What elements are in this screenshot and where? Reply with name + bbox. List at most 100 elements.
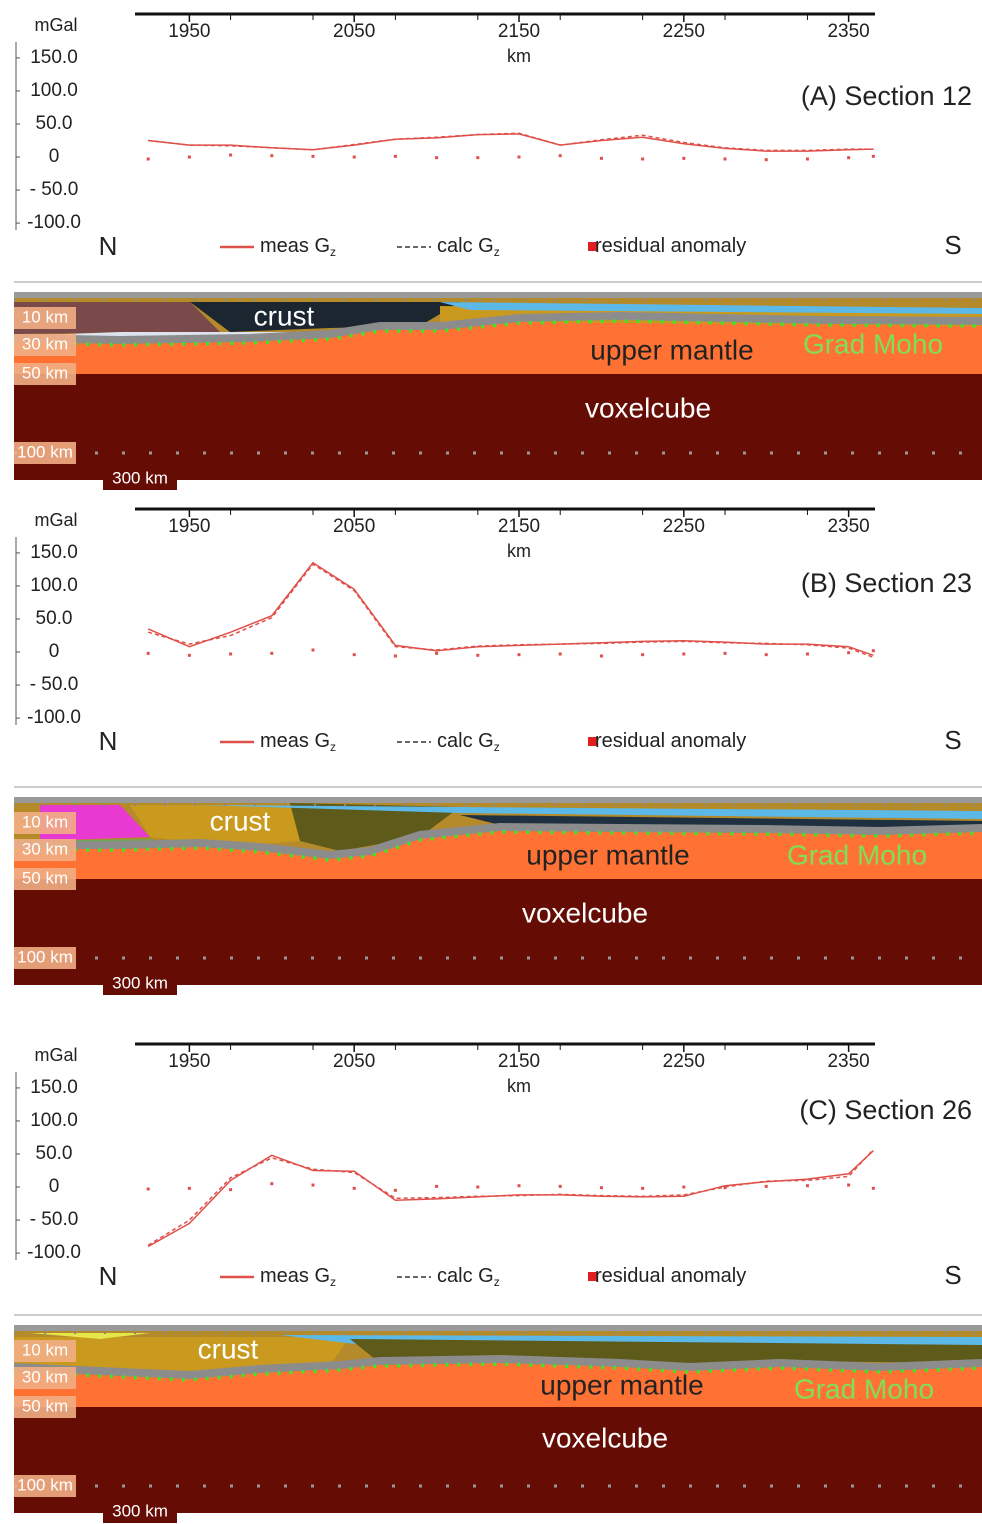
residual-point (147, 652, 150, 655)
residual-point (353, 156, 356, 159)
x-tick-label: 2050 (333, 516, 375, 537)
residual-point (600, 157, 603, 160)
section-label: upper mantle (526, 839, 689, 870)
depth-label: 10 km (22, 1340, 68, 1359)
legend-label: residual anomaly (595, 235, 746, 257)
section-label: Grad Moho (803, 328, 943, 359)
depth-label: 10 km (22, 812, 68, 831)
residual-point (270, 1182, 273, 1185)
section-label: Grad Moho (794, 1373, 934, 1404)
legend-label: calc Gz (437, 235, 500, 259)
meas-line (148, 134, 873, 151)
voxelcube (14, 374, 982, 480)
legend-label: residual anomaly (595, 730, 746, 752)
y-axis-label: mGal (34, 15, 77, 35)
depth-label: 30 km (22, 839, 68, 858)
south-label: S (944, 725, 961, 755)
x-axis-label: km (507, 46, 531, 66)
figure: 19502050215022502350kmmGal150.0100.050.0… (0, 0, 982, 1524)
y-tick-label: 0 (49, 641, 60, 662)
residual-point (476, 156, 479, 159)
chart-title: (C) Section 26 (799, 1095, 972, 1125)
depth-label: 50 km (22, 363, 68, 382)
residual-point (765, 653, 768, 656)
residual-point (435, 1185, 438, 1188)
residual-point (724, 158, 727, 161)
residual-point (229, 154, 232, 157)
residual-point (682, 653, 685, 656)
residual-point (872, 155, 875, 158)
residual-point (682, 157, 685, 160)
legend-name: residual anomaly (595, 730, 746, 752)
residual-point (872, 649, 875, 652)
x-tick-label: 2250 (663, 1051, 705, 1072)
legend-name: meas G (260, 1265, 330, 1287)
legend-label: meas Gz (260, 235, 336, 259)
x-tick-label: 2050 (333, 21, 375, 42)
residual-point (518, 1184, 521, 1187)
depth-label: 300 km (112, 973, 168, 992)
residual-point (600, 1186, 603, 1189)
residual-point (147, 1188, 150, 1191)
residual-point (270, 652, 273, 655)
section-label: crust (254, 300, 315, 331)
depth-label: 100 km (17, 442, 73, 461)
residual-point (476, 1186, 479, 1189)
residual-point (806, 1184, 809, 1187)
y-axis-label: mGal (34, 510, 77, 530)
north-label: N (99, 726, 118, 756)
legend-subscript: z (330, 245, 336, 259)
depth-label: 300 km (112, 468, 168, 487)
north-label: N (99, 231, 118, 261)
legend-subscript: z (330, 1275, 336, 1289)
legend-name: calc G (437, 1265, 494, 1287)
y-tick-label: - 50.0 (30, 674, 79, 695)
y-tick-label: -100.0 (27, 707, 81, 728)
legend-label: meas Gz (260, 1265, 336, 1289)
legend-label: meas Gz (260, 730, 336, 754)
y-axis-label: mGal (34, 1045, 77, 1065)
x-tick-label: 2150 (498, 21, 540, 42)
x-tick-label: 2150 (498, 516, 540, 537)
residual-point (476, 654, 479, 657)
x-tick-label: 2050 (333, 1051, 375, 1072)
residual-point (847, 651, 850, 654)
residual-point (847, 156, 850, 159)
legend-name: calc G (437, 235, 494, 257)
depth-label: 10 km (22, 307, 68, 326)
residual-point (188, 156, 191, 159)
meas-line (148, 563, 873, 656)
x-axis-label: km (507, 541, 531, 561)
legend-subscript: z (494, 1275, 500, 1289)
residual-point (394, 1189, 397, 1192)
x-axis-label: km (507, 1076, 531, 1096)
y-tick-label: 50.0 (36, 113, 73, 134)
residual-point (229, 1188, 232, 1191)
chart-title: (B) Section 23 (801, 568, 972, 598)
y-tick-label: 150.0 (30, 1077, 78, 1098)
residual-point (518, 156, 521, 159)
residual-point (518, 653, 521, 656)
y-tick-label: 50.0 (36, 1143, 73, 1164)
calc-line (148, 133, 873, 150)
residual-point (724, 1186, 727, 1189)
chart-title: (A) Section 12 (801, 81, 972, 111)
depth-label: 30 km (22, 1367, 68, 1386)
legend-name: calc G (437, 730, 494, 752)
x-tick-label: 2250 (663, 21, 705, 42)
x-tick-label: 2250 (663, 516, 705, 537)
residual-point (229, 653, 232, 656)
legend-label: calc Gz (437, 730, 500, 754)
residual-point (806, 653, 809, 656)
y-tick-label: 50.0 (36, 608, 73, 629)
x-tick-label: 1950 (168, 516, 210, 537)
y-tick-label: - 50.0 (30, 1209, 79, 1230)
depth-label: 100 km (17, 1475, 73, 1494)
voxelcube (14, 1407, 982, 1513)
residual-point (394, 155, 397, 158)
residual-point (394, 654, 397, 657)
section-label: voxelcube (542, 1422, 668, 1453)
depth-label: 50 km (22, 868, 68, 887)
y-tick-label: 150.0 (30, 542, 78, 563)
y-tick-label: 0 (49, 1176, 60, 1197)
